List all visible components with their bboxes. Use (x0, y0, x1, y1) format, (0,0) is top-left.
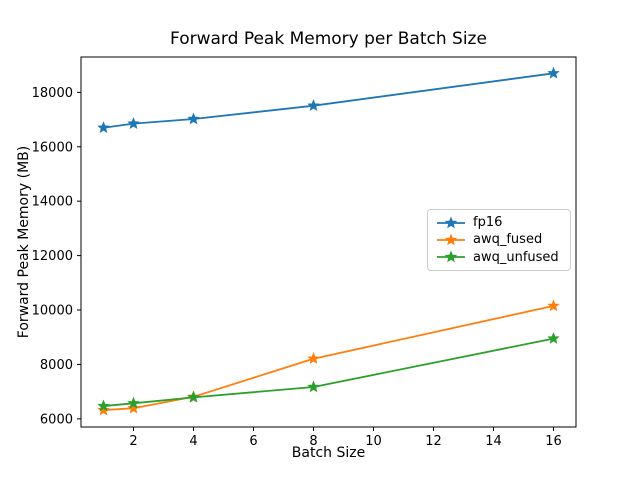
legend: fp16 awq_fused awq_unfused (427, 209, 571, 271)
data-point-marker-fp16 (547, 66, 560, 79)
axes-spines (80, 56, 577, 428)
y-tick-label: 10000 (32, 304, 73, 319)
y-tick-label: 16000 (32, 140, 73, 155)
legend-star-icon-awq_unfused (444, 250, 458, 263)
y-tick-label: 18000 (32, 86, 73, 101)
legend-line-sample-awq_fused (437, 233, 465, 246)
legend-line-sample-fp16 (437, 216, 465, 228)
data-point-marker-fp16 (127, 117, 140, 129)
data-point-marker-awq_unfused (97, 399, 110, 412)
x-tick-label: 16 (545, 434, 562, 449)
series-line-awq_fused (103, 305, 554, 412)
x-axis-label: Batch Size (291, 445, 366, 461)
legend-star-icon-fp16 (444, 216, 458, 228)
data-point-marker-awq_unfused (187, 390, 200, 403)
x-tick-label: 10 (365, 434, 382, 449)
legend-item-awq_fused: awq_fused (436, 231, 562, 248)
legend-label-awq_fused: awq_fused (473, 232, 543, 248)
legend-label-fp16: fp16 (473, 215, 503, 231)
chart-title: Forward Peak Memory per Batch Size (170, 29, 487, 49)
data-point-marker-fp16 (307, 99, 320, 111)
legend-label-awq_unfused: awq_unfused (473, 249, 559, 265)
x-tick-label: 12 (425, 434, 442, 449)
data-point-marker-awq_unfused (547, 332, 560, 344)
y-tick-label: 6000 (40, 412, 73, 427)
legend-item-fp16: fp16 (436, 214, 562, 231)
legend-item-awq_unfused: awq_unfused (436, 249, 562, 266)
data-point-marker-awq_unfused (127, 396, 140, 409)
data-point-marker-awq_fused (127, 401, 140, 414)
y-tick-label: 14000 (32, 195, 73, 210)
x-tick-label: 8 (309, 434, 317, 449)
data-point-marker-fp16 (97, 121, 110, 134)
data-point-marker-awq_fused (307, 352, 320, 364)
series-line-awq_unfused (103, 337, 554, 407)
legend-line-sample-awq_unfused (437, 250, 465, 263)
data-point-marker-awq_fused (547, 299, 560, 312)
series-line-fp16 (103, 72, 554, 129)
y-tick-label: 8000 (40, 358, 73, 373)
y-tick-label: 12000 (32, 249, 73, 264)
x-tick-label: 4 (189, 434, 197, 449)
data-point-marker-awq_unfused (307, 380, 320, 393)
x-tick-label: 2 (129, 434, 137, 449)
x-tick-label: 14 (485, 434, 502, 449)
data-point-marker-fp16 (187, 112, 200, 125)
x-tick-label: 6 (249, 434, 257, 449)
data-point-marker-awq_fused (97, 403, 110, 416)
legend-star-icon-awq_fused (444, 233, 458, 246)
